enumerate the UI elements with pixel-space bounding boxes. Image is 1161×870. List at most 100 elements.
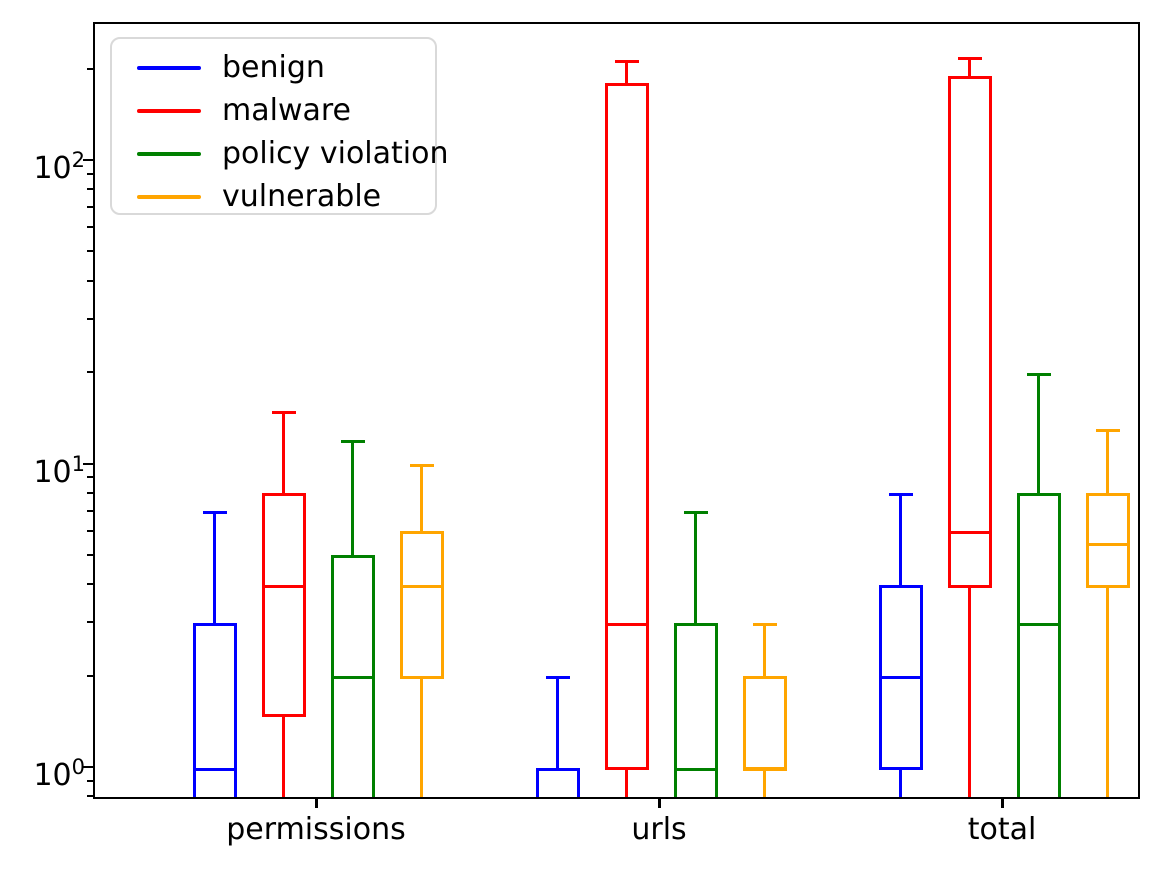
upper-whisker-cap (752, 622, 777, 626)
y-axis-minor-tick (87, 172, 93, 175)
upper-whisker (968, 58, 971, 78)
y-axis-minor-tick (87, 491, 93, 494)
legend-line-sample-benign (137, 65, 201, 70)
box-vulnerable-urls (742, 676, 787, 771)
lower-whisker (899, 769, 902, 797)
box-malware-urls (604, 83, 649, 771)
box-policy-violation-urls (673, 622, 718, 797)
upper-whisker (1037, 374, 1040, 495)
legend: benign malware policy violation vulnerab… (110, 37, 448, 218)
legend-line-sample-vulnerable (137, 194, 201, 199)
upper-whisker-cap (202, 511, 227, 514)
x-axis-major-tick (315, 799, 318, 808)
y-axis-minor-tick (87, 371, 93, 374)
y-tick-label-10e1: 101 (5, 443, 85, 494)
upper-whisker-cap (271, 410, 296, 414)
y-tick-exponent: 0 (71, 755, 85, 779)
y-axis-minor-tick (87, 279, 93, 282)
legend-line-sample-malware (137, 108, 201, 113)
median-benign-total (878, 676, 923, 680)
y-axis-minor-tick (87, 509, 93, 512)
x-tick-label-urls: urls (631, 812, 687, 847)
median-vulnerable-permissions (399, 584, 444, 588)
upper-whisker-cap (1095, 429, 1120, 433)
legend-item-benign: benign (112, 46, 435, 89)
x-tick-label-total: total (967, 812, 1037, 847)
lower-whisker (968, 586, 971, 797)
upper-whisker-cap (888, 493, 913, 497)
upper-whisker-cap (957, 56, 982, 60)
y-axis-minor-tick (87, 674, 93, 677)
upper-whisker (213, 512, 216, 625)
lower-whisker (763, 769, 766, 797)
box-policy-violation-total (1016, 493, 1061, 797)
median-malware-total (947, 531, 992, 535)
legend-line-sample-policy-violation (137, 151, 201, 156)
median-policy-violation-total (1016, 622, 1061, 626)
median-vulnerable-total (1085, 542, 1130, 546)
upper-whisker-cap (683, 511, 708, 514)
upper-whisker-cap (340, 439, 365, 443)
upper-whisker (282, 412, 285, 495)
box-vulnerable-permissions (399, 531, 444, 680)
y-axis-minor-tick (87, 529, 93, 532)
y-axis-minor-tick (87, 188, 93, 191)
y-axis-minor-tick (87, 317, 93, 320)
lower-whisker (282, 715, 285, 797)
y-axis-minor-tick (87, 67, 93, 70)
y-axis-minor-tick (87, 476, 93, 479)
upper-whisker-cap (614, 59, 639, 63)
upper-whisker-cap (409, 464, 434, 467)
y-axis-minor-tick (87, 779, 93, 782)
upper-whisker (351, 441, 354, 557)
y-axis-minor-tick (87, 621, 93, 624)
upper-whisker-cap (545, 676, 570, 680)
x-tick-label-permissions: permissions (226, 812, 406, 847)
legend-item-vulnerable: vulnerable (112, 175, 435, 218)
box-benign-permissions (192, 622, 237, 797)
y-axis-minor-tick (87, 553, 93, 556)
upper-whisker (556, 677, 559, 769)
lower-whisker (420, 677, 423, 797)
legend-item-malware: malware (112, 89, 435, 132)
lower-whisker (1106, 586, 1109, 797)
legend-label: policy violation (222, 136, 449, 171)
y-axis-minor-tick (87, 250, 93, 253)
median-benign-permissions (192, 767, 237, 771)
x-axis-major-tick (658, 799, 661, 808)
median-benign-urls (535, 767, 580, 771)
upper-whisker (1106, 430, 1109, 495)
box-malware-total (947, 75, 992, 588)
box-benign-urls (535, 767, 580, 797)
y-tick-base: 10 (33, 151, 72, 186)
y-axis-major-tick (83, 462, 93, 465)
y-axis-minor-tick (87, 795, 93, 798)
legend-label: malware (222, 93, 351, 128)
x-axis-major-tick (1001, 799, 1004, 808)
upper-whisker (694, 512, 697, 625)
y-tick-exponent: 1 (71, 451, 85, 476)
y-tick-base: 10 (33, 454, 72, 490)
median-policy-violation-urls (673, 767, 718, 771)
median-malware-permissions (261, 584, 306, 588)
y-axis-major-tick (83, 766, 93, 768)
median-policy-violation-permissions (330, 676, 375, 680)
legend-item-policy-violation: policy violation (112, 132, 448, 175)
y-axis-minor-tick (87, 583, 93, 586)
median-malware-urls (604, 622, 649, 626)
upper-whisker-cap (1026, 372, 1051, 376)
upper-whisker (899, 494, 902, 587)
upper-whisker (420, 465, 423, 533)
lower-whisker (625, 769, 628, 797)
legend-label: vulnerable (222, 179, 382, 214)
y-tick-label-10e0: 100 (5, 746, 85, 797)
legend-label: benign (222, 50, 325, 85)
plot-area: benign malware policy violation vulnerab… (93, 22, 1140, 799)
upper-whisker (763, 624, 766, 678)
y-axis-minor-tick (87, 226, 93, 229)
upper-whisker (625, 61, 628, 85)
box-malware-permissions (261, 493, 306, 718)
y-axis-minor-tick (87, 206, 93, 208)
y-tick-exponent: 2 (71, 148, 85, 172)
